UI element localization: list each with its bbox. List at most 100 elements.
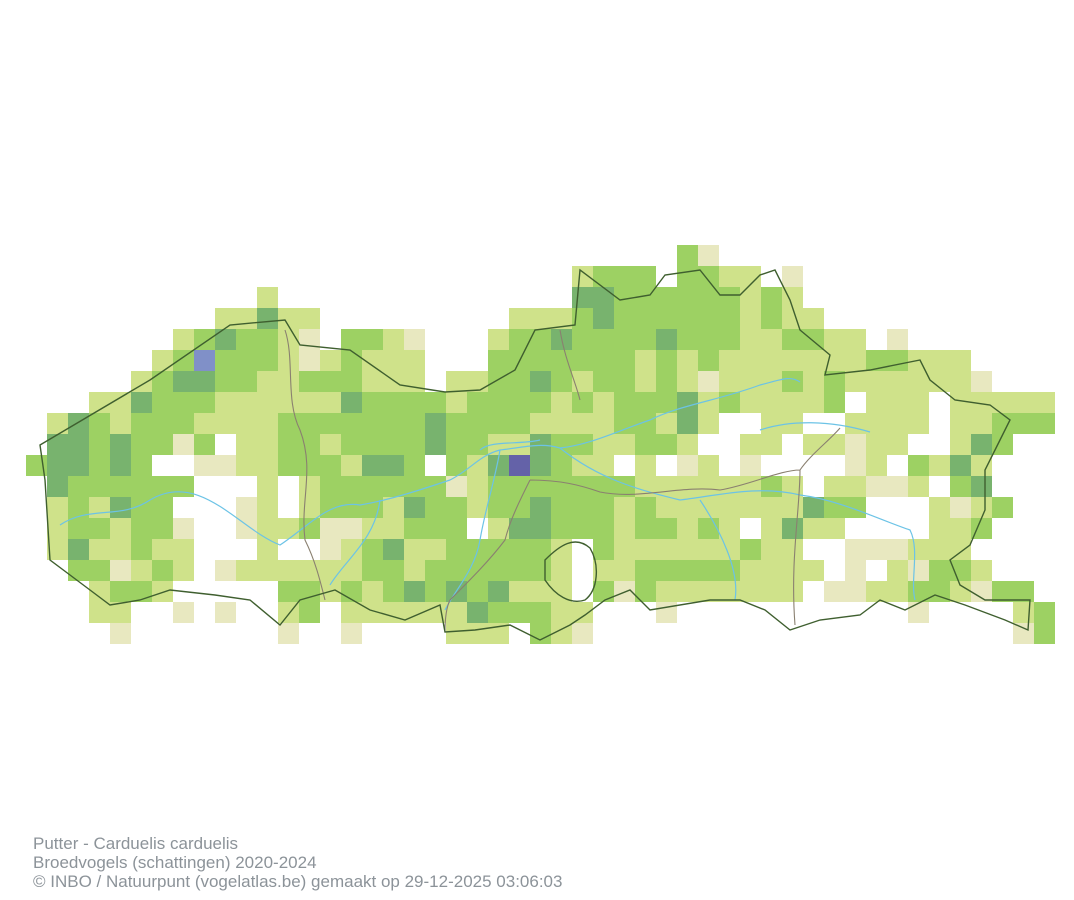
grid-cell — [509, 455, 530, 476]
grid-cell — [971, 497, 992, 518]
grid-cell — [803, 560, 824, 581]
grid-cell — [908, 392, 929, 413]
grid-cell — [488, 329, 509, 350]
grid-cell — [215, 392, 236, 413]
grid-cell — [572, 392, 593, 413]
grid-cell — [572, 350, 593, 371]
grid-cell — [404, 560, 425, 581]
grid-cell — [152, 371, 173, 392]
grid-cell — [656, 413, 677, 434]
grid-cell — [803, 350, 824, 371]
grid-cell — [68, 476, 89, 497]
grid-cell — [446, 623, 467, 644]
grid-cell — [509, 539, 530, 560]
grid-cell — [341, 497, 362, 518]
grid-cell — [698, 476, 719, 497]
grid-cell — [383, 581, 404, 602]
grid-cell — [887, 539, 908, 560]
grid-cell — [194, 392, 215, 413]
grid-cell — [866, 539, 887, 560]
grid-cell — [488, 518, 509, 539]
grid-cell — [341, 560, 362, 581]
grid-cell — [761, 518, 782, 539]
grid-cell — [446, 413, 467, 434]
grid-cell — [404, 413, 425, 434]
grid-cell — [488, 455, 509, 476]
grid-cell — [341, 413, 362, 434]
grid-cell — [257, 560, 278, 581]
grid-cell — [572, 287, 593, 308]
grid-cell — [530, 623, 551, 644]
grid-cell — [341, 392, 362, 413]
grid-cell — [614, 539, 635, 560]
grid-cell — [740, 581, 761, 602]
grid-cell — [68, 539, 89, 560]
grid-cell — [887, 350, 908, 371]
grid-cell — [971, 455, 992, 476]
grid-cell — [362, 350, 383, 371]
grid-cell — [131, 560, 152, 581]
grid-cell — [719, 308, 740, 329]
grid-cell — [677, 266, 698, 287]
grid-cell — [614, 518, 635, 539]
grid-cell — [194, 350, 215, 371]
grid-cell — [908, 476, 929, 497]
grid-cell — [425, 539, 446, 560]
grid-cell — [593, 350, 614, 371]
grid-cell — [257, 476, 278, 497]
grid-cell — [530, 455, 551, 476]
grid-cell — [698, 539, 719, 560]
grid-cell — [1013, 623, 1034, 644]
grid-cell — [173, 518, 194, 539]
grid-cell — [950, 497, 971, 518]
grid-cell — [89, 434, 110, 455]
grid-cell — [89, 602, 110, 623]
grid-cell — [551, 581, 572, 602]
grid-cell — [362, 539, 383, 560]
grid-cell — [68, 455, 89, 476]
grid-cell — [152, 392, 173, 413]
grid-cell — [530, 392, 551, 413]
grid-cell — [173, 413, 194, 434]
grid-cell — [194, 434, 215, 455]
grid-cell — [866, 350, 887, 371]
grid-cell — [614, 350, 635, 371]
grid-cell — [110, 434, 131, 455]
grid-cell — [488, 623, 509, 644]
grid-cell — [194, 413, 215, 434]
grid-cell — [110, 497, 131, 518]
grid-cell — [698, 308, 719, 329]
grid-cell — [341, 350, 362, 371]
grid-cell — [320, 560, 341, 581]
grid-cell — [824, 581, 845, 602]
grid-cell — [383, 476, 404, 497]
grid-cell — [215, 329, 236, 350]
grid-cell — [257, 413, 278, 434]
grid-cell — [551, 392, 572, 413]
grid-cell — [362, 455, 383, 476]
grid-cell — [257, 287, 278, 308]
province-borders — [284, 329, 841, 633]
grid-cell — [929, 497, 950, 518]
grid-cell — [677, 476, 698, 497]
grid-cell — [299, 371, 320, 392]
grid-cell — [89, 560, 110, 581]
grid-cell — [257, 455, 278, 476]
grid-cell — [635, 455, 656, 476]
grid-cell — [635, 287, 656, 308]
grid-cell — [110, 392, 131, 413]
grid-cell — [278, 308, 299, 329]
grid-cell — [866, 581, 887, 602]
grid-cell — [236, 434, 257, 455]
grid-cell — [47, 497, 68, 518]
grid-cell — [698, 560, 719, 581]
grid-cell — [509, 434, 530, 455]
grid-cell — [299, 455, 320, 476]
grid-cell — [740, 308, 761, 329]
grid-cell — [824, 434, 845, 455]
grid-cell — [845, 350, 866, 371]
grid-cell — [383, 455, 404, 476]
grid-cell — [383, 560, 404, 581]
grid-cell — [236, 497, 257, 518]
grid-cell — [614, 329, 635, 350]
